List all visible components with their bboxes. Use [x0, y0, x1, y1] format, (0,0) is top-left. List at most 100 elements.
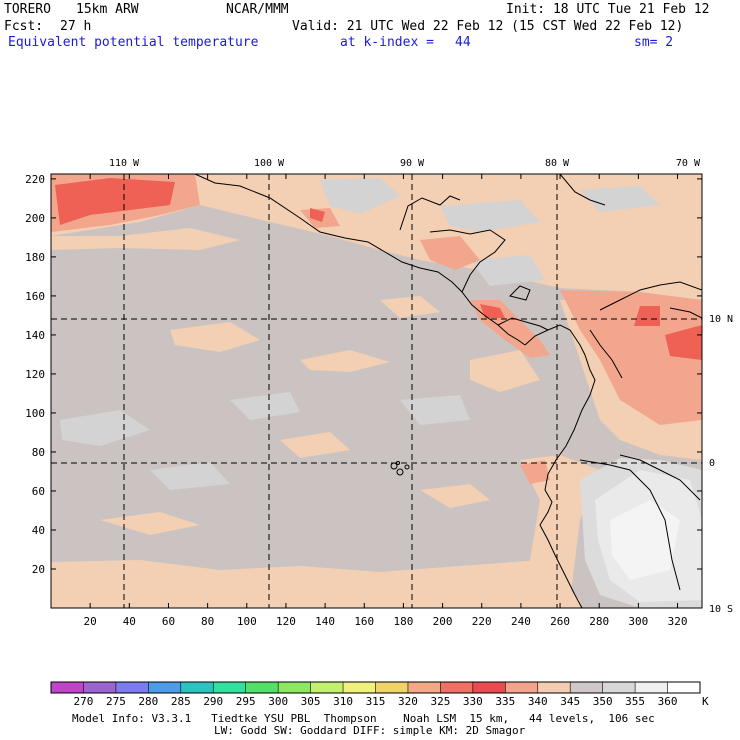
colorbar: 270 275 280 285 290 295 300 305 310 315 320 325 330 3… [50, 681, 709, 708]
colorbar-swatch [115, 682, 149, 693]
latitude-labels: 10 N 0 10 S [709, 314, 733, 615]
forecast-label: Fcst: [4, 19, 44, 34]
y-tick-label: 100 [25, 407, 45, 420]
colorbar-label: 280 [138, 695, 158, 708]
colorbar-label: 295 [236, 695, 256, 708]
k-index-value: 44 [455, 35, 471, 50]
init-time: Init: 18 UTC Tue 21 Feb 12 [506, 2, 710, 17]
latitude-label: 10 S [709, 604, 733, 615]
x-tick-label: 60 [162, 615, 175, 628]
y-tick-label: 120 [25, 368, 45, 381]
colorbar-swatch [505, 682, 539, 693]
colorbar-label: 285 [171, 695, 191, 708]
colorbar-label: 275 [106, 695, 126, 708]
model-resolution: 15km ARW [76, 2, 139, 17]
colorbar-swatch [667, 682, 701, 693]
x-tick-label: 180 [393, 615, 413, 628]
y-axis-ticks: 220 200 180 160 140 120 100 80 60 40 20 [25, 173, 702, 576]
model-info-line2: LW: Godd SW: Goddard DIFF: simple KM: 2D… [214, 724, 526, 737]
colorbar-swatch [537, 682, 571, 693]
x-tick-label: 140 [315, 615, 335, 628]
x-tick-label: 260 [550, 615, 570, 628]
smoothing-label: sm= 2 [634, 35, 674, 50]
colorbar-label: 340 [528, 695, 548, 708]
longitude-label: 100 W [254, 158, 285, 169]
colorbar-swatch [472, 682, 506, 693]
colorbar-label: 300 [268, 695, 288, 708]
colorbar-swatch [570, 682, 604, 693]
organization: NCAR/MMM [226, 2, 289, 17]
x-tick-label: 120 [276, 615, 296, 628]
field-330-335 [55, 178, 702, 360]
x-tick-label: 20 [84, 615, 97, 628]
x-tick-label: 280 [589, 615, 609, 628]
colorbar-label: 350 [593, 695, 613, 708]
x-tick-label: 320 [668, 615, 688, 628]
colorbar-label: 315 [366, 695, 386, 708]
colorbar-label: 330 [463, 695, 483, 708]
colorbar-swatch [51, 682, 84, 693]
colorbar-swatch [407, 682, 441, 693]
colorbar-swatch [440, 682, 474, 693]
colorbar-label: 320 [398, 695, 418, 708]
coastlines [194, 174, 702, 608]
colorbar-swatch [148, 682, 182, 693]
forecast-hours: 27 h [60, 19, 92, 34]
field-350-355 [60, 178, 660, 490]
x-tick-label: 40 [123, 615, 136, 628]
colorbar-label: 270 [74, 695, 94, 708]
colorbar-swatch [213, 682, 247, 693]
y-tick-label: 140 [25, 329, 45, 342]
longitude-label: 110 W [109, 158, 140, 169]
colorbar-label: 305 [301, 695, 321, 708]
x-tick-label: 240 [511, 615, 531, 628]
y-tick-label: 160 [25, 290, 45, 303]
x-tick-label: 160 [354, 615, 374, 628]
map-frame [50, 173, 703, 609]
longitude-label: 80 W [545, 158, 570, 169]
y-tick-label: 20 [32, 563, 45, 576]
colorbar-swatch [343, 682, 376, 693]
colorbar-label: 345 [560, 695, 580, 708]
y-tick-label: 60 [32, 485, 45, 498]
colorbar-unit: K [702, 695, 709, 708]
model-info-line1: Model Info: V3.3.1 Tiedtke YSU PBL Thomp… [72, 712, 655, 725]
longitude-labels: 110 W 100 W 90 W 80 W 70 W [109, 158, 701, 169]
x-tick-label: 100 [237, 615, 257, 628]
colorbar-swatch [245, 682, 279, 693]
colorbar-swatch [310, 682, 344, 693]
latitude-label: 0 [709, 458, 715, 469]
colorbar-label: 355 [625, 695, 645, 708]
x-tick-label: 80 [201, 615, 214, 628]
colorbar-label: 290 [203, 695, 223, 708]
x-tick-label: 220 [472, 615, 492, 628]
latitude-label: 10 N [709, 314, 733, 325]
level-label: at k-index = [340, 35, 434, 50]
valid-time: Valid: 21 UTC Wed 22 Feb 12 (15 CST Wed … [292, 19, 684, 34]
field-andes [580, 458, 702, 608]
y-tick-label: 40 [32, 524, 45, 537]
x-axis-ticks: 20 40 60 80 100 120 140 160 180 200 220 240 260 280 30… [84, 174, 688, 628]
longitude-label: 70 W [676, 158, 701, 169]
model-name: TORERO [4, 2, 51, 17]
colorbar-swatch [375, 682, 409, 693]
colorbar-swatch [278, 682, 312, 693]
colorbar-label: 360 [658, 695, 678, 708]
x-tick-label: 300 [628, 615, 648, 628]
y-tick-label: 80 [32, 446, 45, 459]
colorbar-label: 325 [430, 695, 450, 708]
longitude-label: 90 W [400, 158, 425, 169]
colorbar-swatch [83, 682, 117, 693]
y-tick-label: 180 [25, 251, 45, 264]
field-title: Equivalent potential temperature [8, 35, 259, 50]
x-tick-label: 200 [433, 615, 453, 628]
map-fill-layer [51, 174, 702, 608]
colorbar-swatch [635, 682, 669, 693]
y-tick-label: 220 [25, 173, 45, 186]
colorbar-label: 335 [495, 695, 515, 708]
colorbar-swatch [602, 682, 636, 693]
y-tick-label: 200 [25, 212, 45, 225]
colorbar-label: 310 [333, 695, 353, 708]
lat-lon-grid [51, 174, 702, 608]
